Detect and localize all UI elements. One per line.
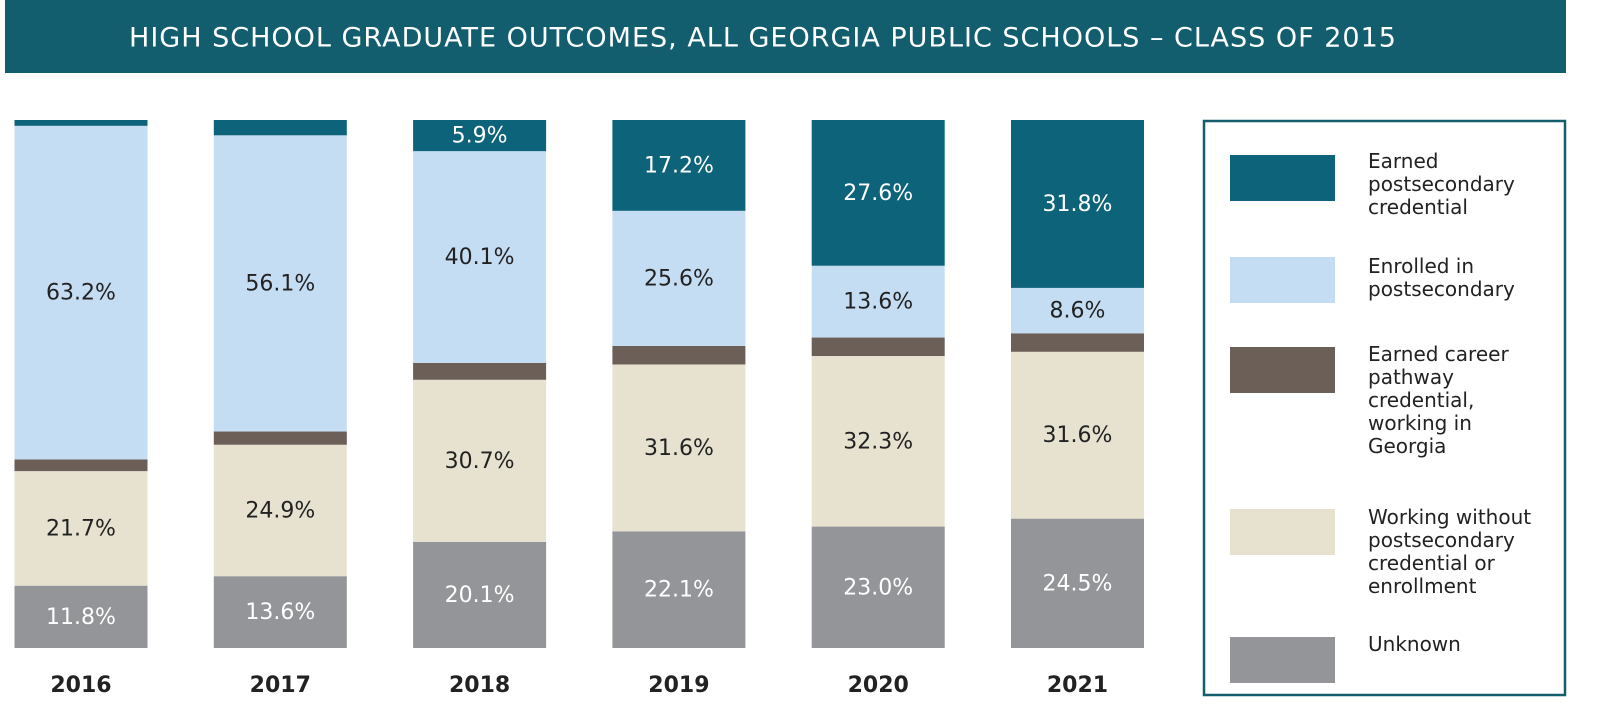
- x-tick-label: 2016: [50, 673, 111, 698]
- legend-label: Earned career pathway credential, workin…: [1368, 342, 1509, 458]
- bar-segment: [213, 135, 347, 432]
- data-label: 8.6%: [1050, 299, 1106, 324]
- data-label: 21.7%: [46, 516, 116, 541]
- bar-segment: [14, 125, 148, 460]
- data-label: 13.6%: [843, 290, 913, 315]
- x-tick-label: 2019: [648, 673, 709, 698]
- legend-label: Enrolled in postsecondary: [1368, 254, 1515, 301]
- bar-segment: [413, 541, 547, 648]
- legend-swatch: [1230, 257, 1335, 303]
- data-label: 31.6%: [644, 436, 714, 461]
- bar-segment: [213, 444, 347, 577]
- data-label: 13.6%: [245, 600, 315, 625]
- bar-segment: [612, 345, 746, 365]
- data-label: 30.7%: [445, 449, 515, 474]
- data-label: 24.9%: [245, 498, 315, 523]
- data-label: 25.6%: [644, 266, 714, 291]
- bar-segment: [811, 337, 945, 357]
- bar-segment: [612, 531, 746, 648]
- bar-segment: [612, 210, 746, 346]
- data-label: 63.2%: [46, 281, 116, 306]
- x-tick-label: 2021: [1047, 673, 1108, 698]
- data-label: 56.1%: [245, 271, 315, 296]
- bar-segment: [413, 151, 547, 363]
- bar-segment: [811, 356, 945, 527]
- data-label: 31.8%: [1043, 192, 1113, 217]
- legend-swatch: [1230, 347, 1335, 393]
- bar-segment: [413, 379, 547, 542]
- data-label: 17.2%: [644, 153, 714, 178]
- bar-segment: [1011, 333, 1144, 352]
- data-label: 23.0%: [843, 575, 913, 600]
- bar-segment: [213, 431, 347, 445]
- legend-swatch: [1230, 509, 1335, 555]
- legend-label: Working without postsecondary credential…: [1368, 505, 1532, 598]
- bar-segment: [413, 120, 547, 152]
- bar-segment: [1011, 120, 1144, 288]
- data-label: 22.1%: [644, 578, 714, 603]
- bar-segment: [1011, 351, 1144, 519]
- bar-segment: [413, 362, 547, 380]
- bar-segment: [1011, 518, 1144, 648]
- legend-label: Unknown: [1368, 632, 1461, 656]
- data-label: 32.3%: [843, 429, 913, 454]
- bar-segment: [14, 471, 148, 586]
- x-tick-label: 2017: [250, 673, 311, 698]
- x-tick-label: 2018: [449, 673, 510, 698]
- bar-segment: [811, 526, 945, 648]
- legend-box: [1202, 119, 1567, 697]
- bar-segment: [14, 459, 148, 472]
- bar-segment: [213, 576, 347, 648]
- x-tick-label: 2020: [848, 673, 909, 698]
- data-label: 40.1%: [445, 245, 515, 270]
- legend-label: Earned postsecondary credential: [1368, 149, 1515, 219]
- data-label: 24.5%: [1043, 571, 1113, 596]
- bar-segment: [1011, 287, 1144, 334]
- data-label: 27.6%: [843, 181, 913, 206]
- bar-segment: [14, 120, 148, 126]
- data-label: 20.1%: [445, 583, 515, 608]
- data-label: 5.9%: [452, 124, 508, 149]
- bar-segment: [612, 120, 746, 211]
- bar-segment: [811, 265, 945, 338]
- bar-segment: [612, 364, 746, 532]
- legend-swatch: [1230, 155, 1335, 201]
- bar-segment: [14, 585, 148, 648]
- chart-title: HIGH SCHOOL GRADUATE OUTCOMES, ALL GEORG…: [129, 23, 1397, 54]
- title-bar: [5, 0, 1566, 73]
- bar-segment: [213, 120, 347, 136]
- data-label: 31.6%: [1043, 423, 1113, 448]
- bar-segment: [811, 120, 945, 266]
- data-label: 11.8%: [46, 605, 116, 630]
- legend-swatch: [1230, 637, 1335, 683]
